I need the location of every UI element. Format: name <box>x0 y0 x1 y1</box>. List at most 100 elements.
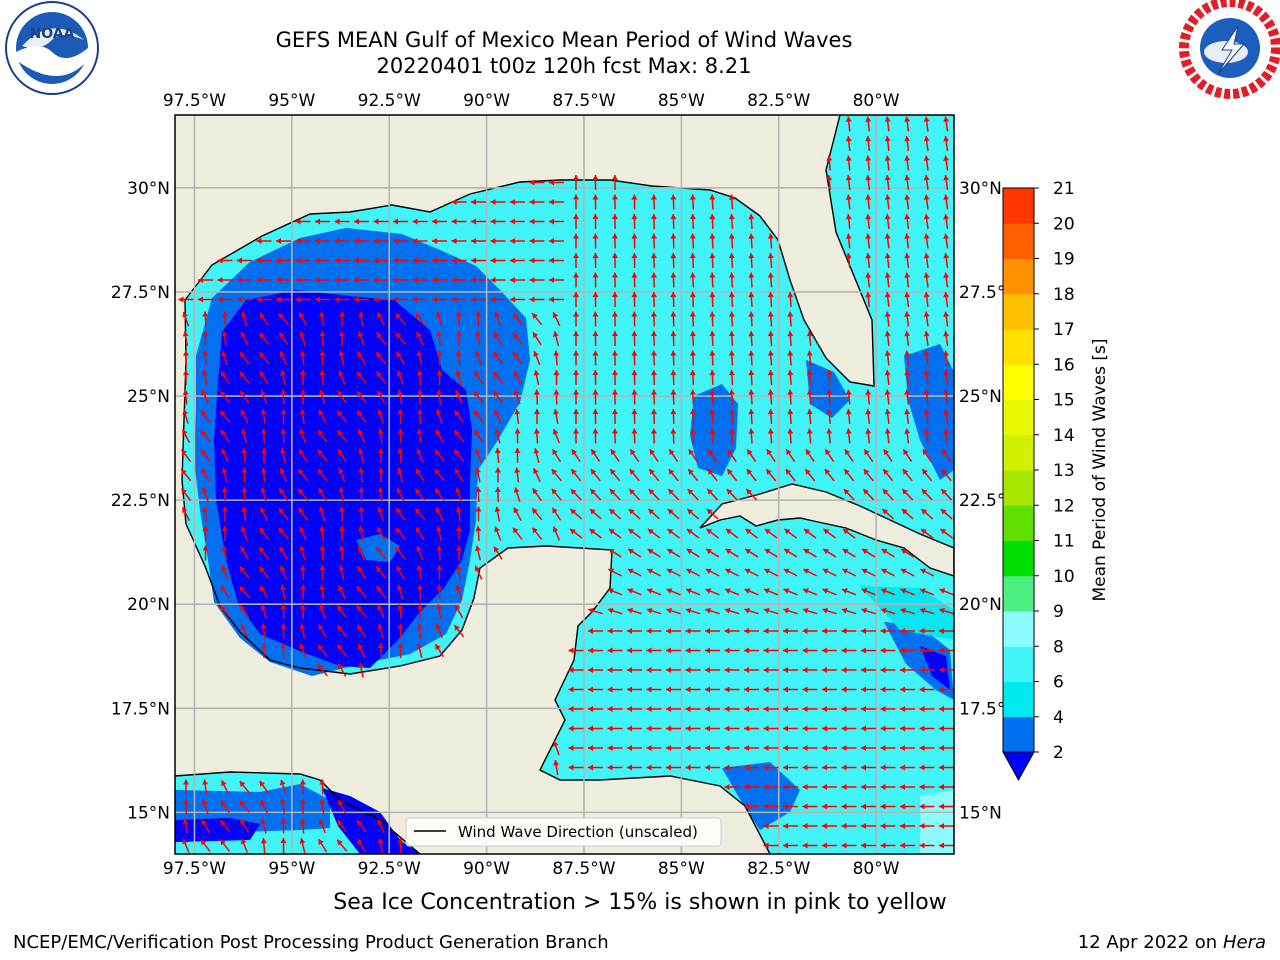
wind-wave-arrow <box>180 468 192 482</box>
wind-wave-arrow <box>240 526 248 541</box>
wind-wave-arrow <box>377 604 385 619</box>
wind-wave-arrow <box>668 448 679 463</box>
wind-wave-arrow <box>940 528 953 539</box>
wind-wave-arrow <box>705 725 720 732</box>
wind-wave-arrow <box>709 213 716 230</box>
wind-wave-arrow <box>767 330 774 347</box>
wind-wave-arrow <box>627 764 642 771</box>
wind-wave-arrow <box>943 369 950 386</box>
wind-wave-arrow <box>767 428 774 444</box>
wind-wave-arrow <box>841 725 857 732</box>
wind-wave-arrow <box>861 607 876 615</box>
wind-wave-arrow <box>904 252 911 269</box>
wind-wave-arrow <box>787 291 794 308</box>
wind-wave-arrow <box>569 508 583 520</box>
wind-wave-arrow <box>474 545 481 561</box>
wind-wave-arrow <box>647 508 661 520</box>
wind-wave-arrow <box>592 350 599 366</box>
wind-wave-arrow <box>763 784 779 790</box>
wind-wave-arrow <box>748 408 755 425</box>
wind-wave-arrow <box>354 238 369 244</box>
wind-wave-arrow <box>182 798 189 815</box>
wind-wave-arrow <box>297 488 309 501</box>
wind-wave-arrow <box>919 667 935 673</box>
wind-wave-arrow <box>763 706 779 712</box>
wind-wave-arrow <box>884 369 891 386</box>
wind-wave-arrow <box>239 819 250 833</box>
lon-label-top: 95°W <box>268 91 315 111</box>
wind-wave-arrow <box>260 623 267 639</box>
wind-wave-arrow <box>845 233 852 249</box>
wind-wave-arrow <box>919 706 935 712</box>
wind-wave-arrow <box>646 686 662 693</box>
wind-wave-arrow <box>822 745 837 751</box>
wind-wave-arrow <box>763 667 779 673</box>
wind-wave-arrow <box>356 585 367 599</box>
wind-wave-arrow <box>861 823 876 829</box>
wind-wave-arrow <box>686 548 700 558</box>
wind-wave-arrow <box>724 607 740 615</box>
lon-label-top: 97.5°W <box>163 91 226 111</box>
wind-wave-arrow <box>822 628 837 634</box>
wind-wave-arrow <box>610 448 620 463</box>
wind-wave-arrow <box>806 330 813 347</box>
wind-wave-arrow <box>435 623 443 639</box>
wind-wave-arrow <box>842 528 856 539</box>
lat-label-left: 30°N <box>127 179 170 199</box>
wind-wave-arrow <box>900 686 915 693</box>
wind-wave-arrow <box>451 199 467 205</box>
wind-wave-arrow <box>943 389 950 405</box>
wind-wave-arrow <box>646 647 662 654</box>
wind-wave-arrow <box>315 218 330 225</box>
wind-wave-arrow <box>299 584 306 600</box>
wind-wave-arrow <box>395 312 406 326</box>
wind-wave-arrow <box>416 643 423 658</box>
wind-wave-arrow <box>221 506 228 522</box>
wind-wave-arrow <box>180 449 192 462</box>
wind-wave-arrow <box>568 725 584 732</box>
wind-wave-arrow <box>728 428 735 444</box>
wind-wave-arrow <box>865 213 872 230</box>
wind-wave-arrow <box>884 408 891 425</box>
wind-wave-arrow <box>336 624 348 638</box>
wind-wave-arrow <box>904 272 911 288</box>
wind-wave-arrow <box>806 369 813 386</box>
wind-wave-arrow <box>432 277 447 283</box>
wind-wave-arrow <box>744 706 759 712</box>
wind-wave-arrow <box>592 408 599 425</box>
wind-wave-arrow <box>631 389 638 405</box>
wind-wave-arrow <box>259 370 269 385</box>
wind-wave-arrow <box>646 568 662 577</box>
wind-wave-arrow <box>666 568 681 577</box>
wind-wave-arrow <box>882 468 894 482</box>
wind-wave-arrow <box>319 350 326 366</box>
wind-wave-arrow <box>396 487 405 502</box>
wind-wave-arrow <box>943 213 950 230</box>
wind-wave-arrow <box>356 390 367 404</box>
wind-wave-arrow <box>592 311 599 327</box>
wind-wave-arrow <box>260 837 267 854</box>
colorbar-tick-label: 13 <box>1053 461 1075 481</box>
wind-wave-arrow <box>258 546 270 560</box>
wind-wave-arrow <box>299 428 307 444</box>
wind-wave-arrow <box>552 331 560 346</box>
wind-wave-arrow <box>276 238 291 244</box>
wind-wave-arrow <box>763 725 779 732</box>
wind-wave-arrow <box>880 568 896 577</box>
wind-wave-arrow <box>841 784 857 790</box>
wind-wave-arrow <box>787 330 794 347</box>
colorbar-segment <box>1003 716 1034 753</box>
wind-wave-arrow <box>397 408 404 425</box>
wind-wave-arrow <box>280 798 287 815</box>
wind-wave-arrow <box>318 487 327 502</box>
wind-wave-arrow <box>337 799 347 814</box>
wind-wave-arrow <box>182 818 189 834</box>
wind-wave-arrow <box>568 686 584 693</box>
wind-wave-arrow <box>939 725 954 732</box>
wind-wave-arrow <box>529 218 545 225</box>
wind-wave-arrow <box>666 647 681 654</box>
wind-wave-arrow <box>393 238 408 244</box>
colorbar-segment <box>1003 364 1034 400</box>
wind-wave-arrow <box>588 647 603 654</box>
wind-wave-arrow <box>454 604 464 619</box>
